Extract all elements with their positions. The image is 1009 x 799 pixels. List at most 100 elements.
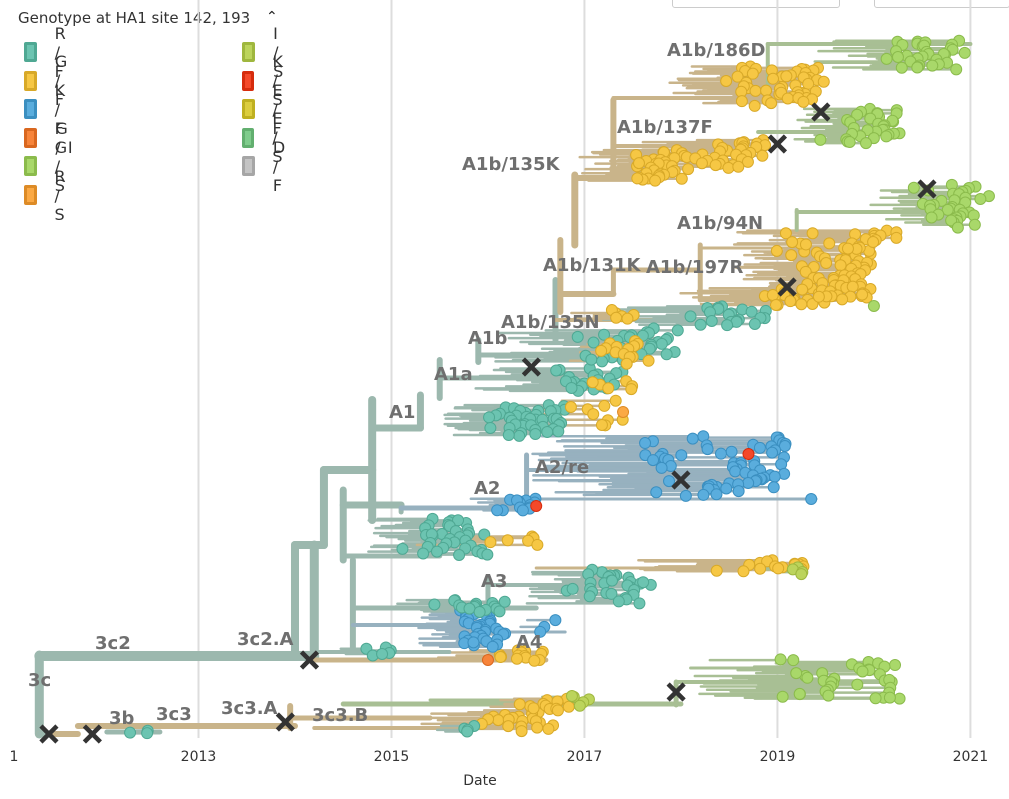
tree-tip[interactable]: [527, 702, 540, 715]
tree-tip[interactable]: [890, 231, 903, 244]
tree-tip[interactable]: [550, 364, 563, 377]
tree-tip[interactable]: [467, 636, 480, 649]
tree-tip[interactable]: [756, 149, 769, 162]
tree-tip[interactable]: [534, 625, 547, 638]
tree-tip[interactable]: [823, 237, 836, 250]
tree-tip[interactable]: [566, 582, 579, 595]
tree-tip[interactable]: [655, 337, 668, 350]
tree-tip[interactable]: [484, 536, 497, 549]
tree-tip[interactable]: [720, 74, 733, 87]
tree-tip[interactable]: [587, 336, 600, 349]
tree-tip[interactable]: [679, 489, 692, 502]
tree-tip[interactable]: [542, 722, 555, 735]
tree-tip[interactable]: [880, 130, 893, 143]
legend-item[interactable]: I / S: [242, 24, 291, 81]
tree-tip[interactable]: [714, 447, 727, 460]
tree-tip[interactable]: [760, 84, 773, 97]
tree-tip[interactable]: [541, 425, 554, 438]
tree-tip[interactable]: [493, 605, 506, 618]
tree-tip[interactable]: [655, 461, 668, 474]
legend-item[interactable]: E / F: [242, 81, 291, 138]
tree-tip[interactable]: [428, 598, 441, 611]
tree-tip[interactable]: [675, 172, 688, 185]
tree-tip[interactable]: [612, 595, 625, 608]
tree-tip[interactable]: [513, 698, 526, 711]
tree-tip[interactable]: [498, 595, 511, 608]
tree-tip[interactable]: [907, 181, 920, 194]
tree-tip[interactable]: [598, 328, 611, 341]
legend-item[interactable]: R / F: [24, 24, 74, 81]
tree-tip[interactable]: [705, 315, 718, 328]
tree-tip[interactable]: [481, 654, 494, 666]
tree-tip[interactable]: [478, 528, 491, 541]
tree-tip[interactable]: [779, 227, 792, 240]
tree-tip[interactable]: [799, 238, 812, 251]
tree-tip[interactable]: [784, 295, 797, 308]
tree-tip[interactable]: [889, 659, 902, 672]
tree-tip[interactable]: [463, 602, 476, 615]
legend-item[interactable]: K / S: [242, 52, 292, 109]
tree-tip[interactable]: [682, 163, 695, 176]
tree-tip[interactable]: [430, 545, 443, 558]
tree-tip[interactable]: [639, 437, 652, 450]
tree-tip[interactable]: [732, 485, 745, 498]
tree-tip[interactable]: [606, 574, 619, 587]
tree-tip[interactable]: [797, 95, 810, 108]
tree-tip[interactable]: [483, 411, 496, 424]
tree-tip[interactable]: [737, 565, 750, 578]
tree-tip[interactable]: [551, 704, 564, 717]
tree-tip[interactable]: [834, 259, 847, 272]
tree-tip[interactable]: [620, 357, 633, 370]
tree-tip[interactable]: [686, 432, 699, 445]
tree-tip[interactable]: [820, 257, 833, 270]
tree-tip[interactable]: [895, 61, 908, 74]
tree-tip[interactable]: [772, 562, 785, 575]
tree-tip[interactable]: [867, 300, 880, 312]
tree-tip[interactable]: [530, 500, 543, 512]
tree-tip[interactable]: [836, 293, 849, 306]
tree-tip[interactable]: [565, 381, 578, 394]
tree-tip[interactable]: [585, 353, 598, 366]
tree-tip[interactable]: [697, 488, 710, 501]
tree-tip[interactable]: [501, 534, 514, 547]
tree-tip[interactable]: [776, 690, 789, 703]
tree-tip[interactable]: [796, 283, 809, 296]
tree-tip[interactable]: [745, 305, 758, 318]
tree-tip[interactable]: [805, 493, 818, 505]
tree-tip[interactable]: [529, 428, 542, 441]
tree-tip[interactable]: [841, 242, 854, 255]
tree-tip[interactable]: [528, 654, 541, 667]
tree-tip[interactable]: [481, 548, 494, 561]
legend-item[interactable]: G / S: [24, 138, 75, 195]
tree-tip[interactable]: [531, 538, 544, 551]
tree-tip[interactable]: [851, 108, 864, 121]
tree-tip[interactable]: [721, 319, 734, 332]
legend-item[interactable]: D / F: [242, 138, 293, 195]
tree-tip[interactable]: [781, 92, 794, 105]
tree-tip[interactable]: [549, 614, 562, 627]
tree-tip[interactable]: [748, 99, 761, 112]
tree-tip[interactable]: [786, 236, 799, 249]
tree-tip[interactable]: [473, 605, 486, 618]
tree-tip[interactable]: [720, 482, 733, 495]
tree-tip[interactable]: [571, 330, 584, 343]
tree-tip[interactable]: [587, 408, 600, 421]
tree-tip[interactable]: [492, 714, 505, 727]
tree-tip[interactable]: [453, 548, 466, 561]
tree-tip[interactable]: [605, 587, 618, 600]
tree-tip[interactable]: [769, 298, 782, 311]
tree-tip[interactable]: [746, 67, 759, 80]
tree-tip[interactable]: [515, 725, 528, 738]
tree-tip[interactable]: [396, 542, 409, 555]
tree-tip[interactable]: [951, 221, 964, 234]
tree-tip[interactable]: [510, 652, 523, 665]
tree-tip[interactable]: [502, 429, 515, 442]
tree-tip[interactable]: [926, 59, 939, 72]
tree-tip[interactable]: [701, 443, 714, 456]
tree-tip[interactable]: [484, 421, 497, 434]
tree-tip[interactable]: [649, 174, 662, 187]
tree-tip[interactable]: [741, 155, 754, 168]
tree-tip[interactable]: [795, 298, 808, 311]
tree-tip[interactable]: [950, 63, 963, 76]
tree-tip[interactable]: [817, 75, 830, 88]
